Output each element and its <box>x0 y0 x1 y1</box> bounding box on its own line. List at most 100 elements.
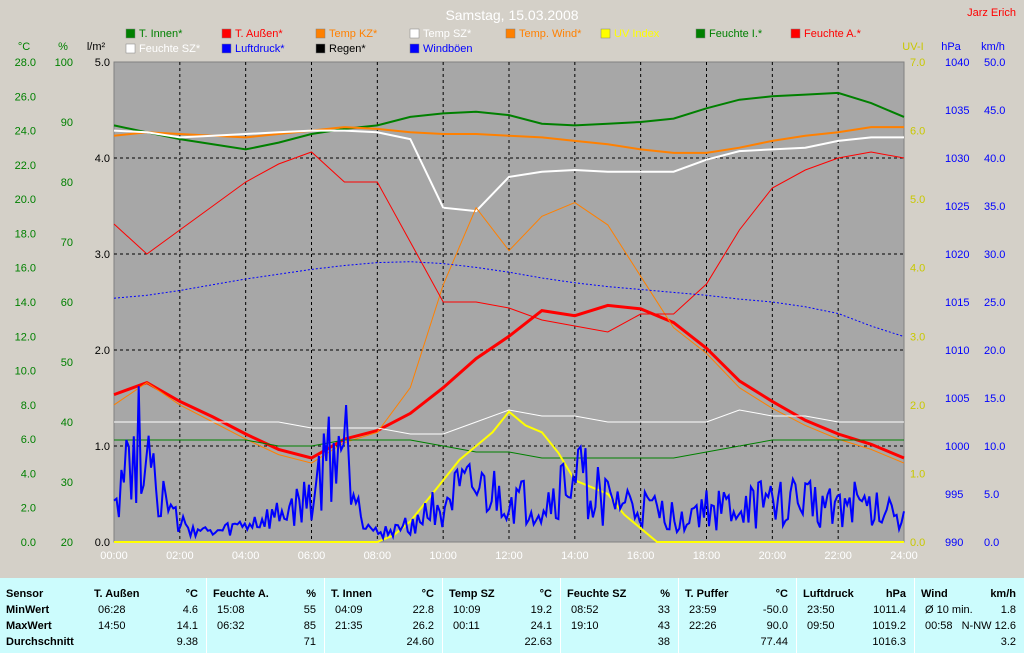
temp-tick-label: 24.0 <box>15 126 36 138</box>
series-line <box>113 303 905 460</box>
legend-swatch <box>695 28 706 39</box>
stats-min-time: Ø 10 min. <box>925 604 973 616</box>
stats-avg-value: 3.2 <box>1000 636 1016 648</box>
legend: T. Innen* T. Außen* Temp KZ* Temp SZ* Temp. … <box>125 28 862 55</box>
temp-tick-label: 0.0 <box>21 537 36 549</box>
stats-unit: °C <box>539 588 552 600</box>
wind-tick-label: 15.0 <box>984 393 1005 405</box>
stats-max-time: 00:11 <box>453 620 480 632</box>
series-line <box>114 439 904 459</box>
stats-min-value: 1.8 <box>1000 604 1016 616</box>
stats-max-value: 24.1 <box>530 620 552 632</box>
series-line <box>113 126 904 154</box>
stats-title: T. Puffer <box>685 588 729 600</box>
max-label: MaxWert <box>6 620 52 632</box>
hum-tick-label: 70 <box>61 237 73 249</box>
wind-tick-label: 10.0 <box>984 441 1005 453</box>
press-tick-label: 1040 <box>945 57 969 69</box>
legend-swatch <box>221 28 232 39</box>
stats-unit: % <box>306 588 316 600</box>
time-tick-label: 20:00 <box>759 550 787 562</box>
time-tick-label: 08:00 <box>364 550 392 562</box>
stats-unit: °C <box>185 588 198 600</box>
legend-swatch <box>505 28 516 39</box>
legend-swatch <box>125 43 136 54</box>
stats-max-value: 85 <box>303 620 316 632</box>
stats-max-time: 00:58 <box>925 620 953 632</box>
temp-unit: °C <box>18 41 30 53</box>
stats-title: Wind <box>921 588 948 600</box>
press-tick-label: 995 <box>945 489 963 501</box>
stats-min-time: 06:28 <box>98 604 126 616</box>
stats-avg-value: 77.44 <box>760 636 788 648</box>
stats-column: Feuchte SZ% 08:52 33 19:10 43 38 <box>560 578 678 653</box>
press-tick-label: 1015 <box>945 297 969 309</box>
uv-tick-label: 6.0 <box>910 126 925 138</box>
stats-min-value: 22.8 <box>412 604 434 616</box>
sensor-label: Sensor <box>6 588 44 600</box>
series-line <box>113 151 905 333</box>
wind-tick-label: 5.0 <box>984 489 999 501</box>
legend-label: Windböen <box>423 43 473 55</box>
time-tick-label: 16:00 <box>627 550 655 562</box>
temp-tick-label: 18.0 <box>15 228 36 240</box>
legend-swatch <box>315 28 326 39</box>
temp-tick-label: 22.0 <box>15 160 36 172</box>
wind-tick-label: 45.0 <box>984 105 1005 117</box>
stats-avg-value: 9.38 <box>176 636 198 648</box>
legend-label: Regen* <box>329 43 366 55</box>
wind-tick-label: 20.0 <box>984 345 1005 357</box>
temp-tick-label: 20.0 <box>15 194 36 206</box>
temp-tick-label: 28.0 <box>15 57 36 69</box>
press-tick-label: 1035 <box>945 105 969 117</box>
hum-unit: % <box>58 41 68 53</box>
time-tick-label: 24:00 <box>890 550 918 562</box>
weather-chart: Samstag, 15.03.2008 Jarz Erich T. Innen*… <box>15 7 1016 562</box>
stats-panel: Sensor MinWert MaxWert Durchschnitt T. A… <box>0 578 1024 653</box>
author-label: Jarz Erich <box>967 7 1016 19</box>
chart-window: Samstag, 15.03.2008 Jarz Erich T. Innen*… <box>0 0 1024 578</box>
stats-max-time: 22:26 <box>689 620 717 632</box>
stats-column: Wind km/h Ø 10 min. 1.8 00:58 N-NW 12.6 3.2 <box>914 578 1024 653</box>
avg-label: Durchschnitt <box>6 636 74 648</box>
stats-max-time: 21:35 <box>335 620 363 632</box>
stats-max-time: 19:10 <box>571 620 599 632</box>
stats-column: T. Außen °C 06:28 4.6 14:50 14.1 9.38 <box>88 578 206 653</box>
rain-unit: l/m² <box>87 41 106 53</box>
stats-unit: °C <box>775 588 788 600</box>
hum-tick-label: 40 <box>61 417 73 429</box>
press-tick-label: 1025 <box>945 201 969 213</box>
stats-column: T. Innen °C 04:09 22.8 21:35 26.2 24.60 <box>324 578 442 653</box>
rain-tick-label: 3.0 <box>95 249 110 261</box>
stats-max-time: 14:50 <box>98 620 126 632</box>
uv-tick-label: 4.0 <box>910 263 925 275</box>
legend-swatch <box>315 43 326 54</box>
stats-max-value: 90.0 <box>766 620 788 632</box>
chart-title: Samstag, 15.03.2008 <box>445 7 578 23</box>
hum-tick-label: 50 <box>61 357 73 369</box>
series-layer <box>113 91 905 543</box>
temp-tick-label: 14.0 <box>15 297 36 309</box>
stats-column: Temp SZ °C 10:09 19.2 00:11 24.1 22.63 <box>442 578 560 653</box>
series-line <box>113 129 904 213</box>
stats-title: Luftdruck <box>803 588 854 600</box>
legend-label: Temp. Wind* <box>519 28 582 40</box>
stats-avg-value: 24.60 <box>406 636 434 648</box>
stats-title: T. Innen <box>331 588 372 600</box>
press-tick-label: 1005 <box>945 393 969 405</box>
legend-swatch <box>790 28 801 39</box>
legend-swatch <box>409 43 420 54</box>
time-tick-label: 18:00 <box>693 550 721 562</box>
legend-swatch <box>409 28 420 39</box>
temp-tick-label: 2.0 <box>21 503 36 515</box>
stats-title: T. Außen <box>94 588 140 600</box>
stats-avg-value: 22.63 <box>524 636 552 648</box>
time-tick-label: 04:00 <box>232 550 260 562</box>
stats-min-time: 08:52 <box>571 604 599 616</box>
stats-max-time: 09:50 <box>807 620 835 632</box>
stats-unit: % <box>660 588 670 600</box>
stats-min-value: 4.6 <box>182 604 198 616</box>
series-line <box>114 410 904 543</box>
wind-tick-label: 40.0 <box>984 153 1005 165</box>
legend-label: Feuchte A.* <box>804 28 862 40</box>
